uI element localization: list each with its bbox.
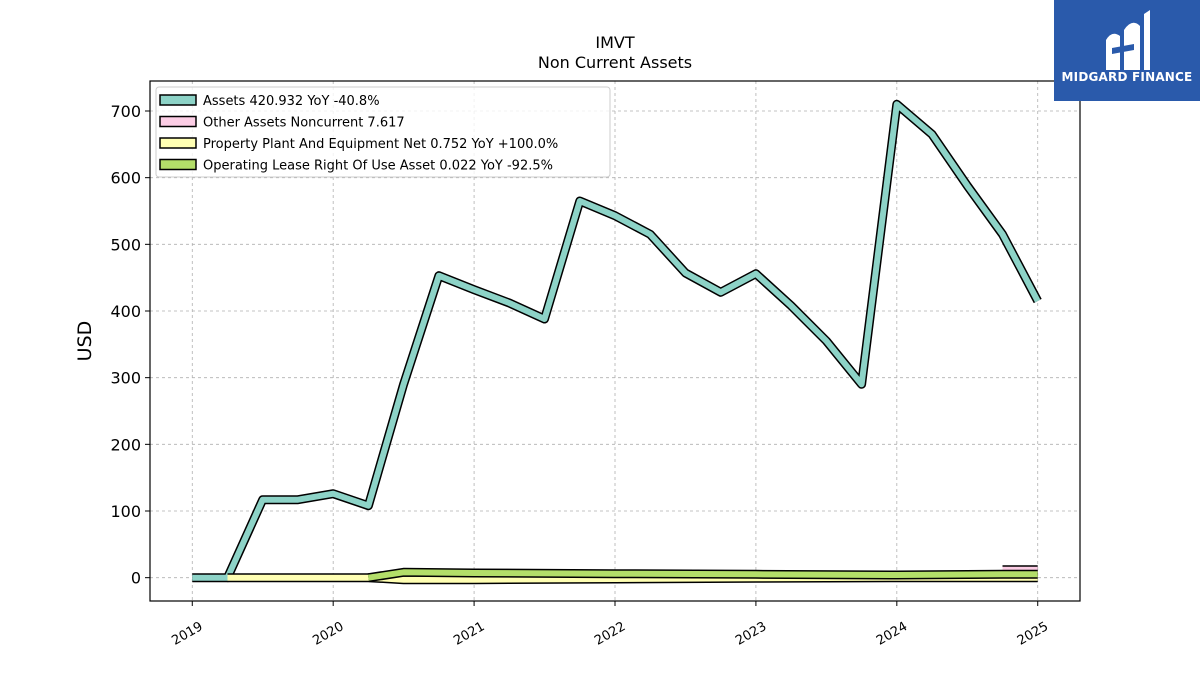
x-tick-label: 2022 (592, 619, 628, 649)
legend-box (155, 86, 611, 178)
y-ticks: 0 100 200 300 400 500 600 700 (110, 102, 150, 588)
y-tick-label: 200 (110, 435, 141, 454)
y-tick-label: 500 (110, 235, 141, 254)
y-tick-label: 600 (110, 169, 141, 188)
x-tick-label: 2021 (451, 619, 487, 649)
y-tick-label: 400 (110, 302, 141, 321)
legend: Assets 420.932 YoY -40.8% Other Assets No… (155, 86, 611, 178)
legend-swatch (159, 158, 197, 171)
y-tick-label: 700 (110, 102, 141, 121)
logo-mark-icon (1106, 10, 1150, 70)
series-line (367, 569, 1038, 581)
brand-logo: MIDGARD FINANCE (1054, 0, 1200, 101)
legend-swatch (159, 137, 197, 149)
legend-entry: Assets 420.932 YoY -40.8% (203, 94, 380, 109)
x-tick-label: 2024 (874, 619, 910, 649)
x-tick-label: 2025 (1015, 619, 1051, 649)
legend-swatch (159, 115, 197, 128)
y-tick-label: 0 (131, 569, 141, 588)
y-axis-label: USD (74, 321, 96, 362)
y-tick-label: 100 (110, 502, 141, 521)
legend-entry: Other Assets Noncurrent 7.617 (203, 116, 405, 131)
chart-title: IMVT (595, 33, 634, 52)
legend-swatch (159, 94, 197, 106)
x-ticks: 2019 2020 2021 2022 2023 2024 2025 (169, 601, 1051, 649)
legend-entry: Operating Lease Right Of Use Asset 0.022… (203, 159, 553, 174)
x-tick-label: 2019 (169, 619, 205, 649)
y-tick-label: 300 (110, 369, 141, 388)
series-line (192, 101, 1041, 581)
legend-entry: Property Plant And Equipment Net 0.752 Y… (203, 137, 558, 152)
chart-subtitle: Non Current Assets (538, 53, 692, 72)
x-tick-label: 2023 (733, 619, 769, 649)
x-tick-label: 2020 (310, 619, 346, 649)
series-layer (192, 99, 1042, 585)
brand-name: MIDGARD FINANCE (1061, 70, 1193, 84)
